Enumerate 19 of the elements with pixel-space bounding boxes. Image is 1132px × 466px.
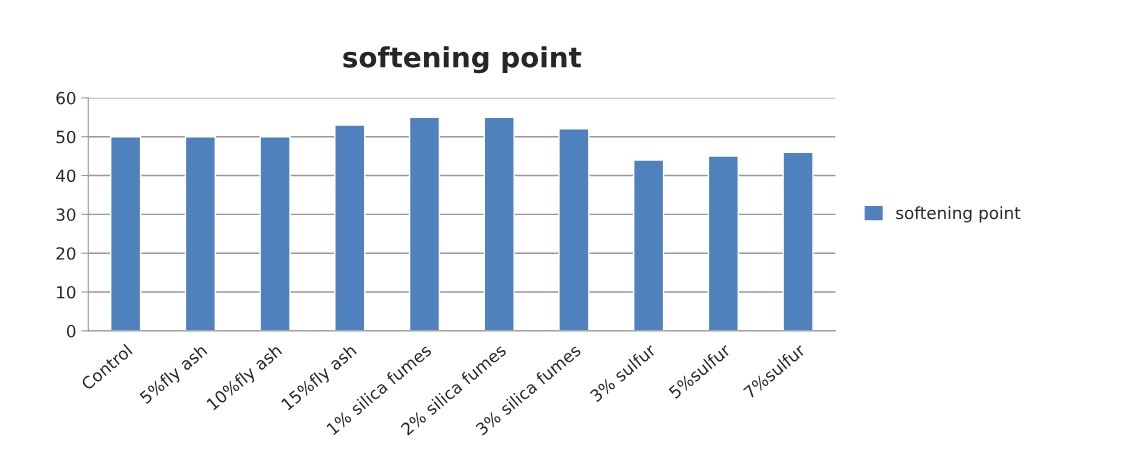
chart-title: softening point xyxy=(343,46,582,74)
legend-label: softening point xyxy=(896,206,1021,223)
y-tick-label: 40 xyxy=(56,169,76,183)
bar xyxy=(632,159,665,331)
bar xyxy=(259,135,291,331)
bar xyxy=(184,135,217,331)
bar xyxy=(334,124,366,331)
bar xyxy=(707,155,739,331)
y-tick-label: 10 xyxy=(57,285,76,299)
y-tick-label: 50 xyxy=(56,130,76,144)
bar xyxy=(558,128,590,331)
y-tick-label: 30 xyxy=(56,208,76,221)
bar xyxy=(110,135,142,331)
y-tick-label: 20 xyxy=(56,247,76,260)
bar xyxy=(483,116,515,331)
bar xyxy=(782,151,814,331)
y-tick-label: 60 xyxy=(56,91,76,105)
y-tick-label: 0 xyxy=(66,324,76,338)
bar xyxy=(408,116,441,331)
